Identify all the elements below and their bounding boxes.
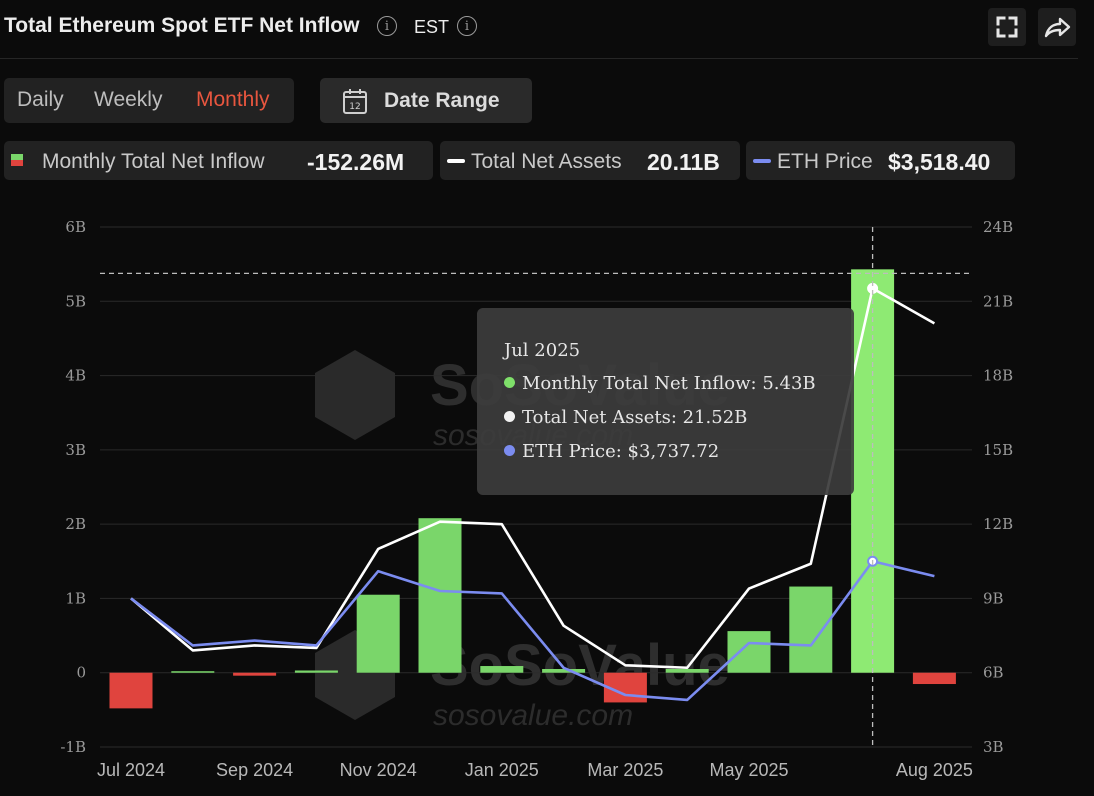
- y-left-tick-label: 5B: [65, 292, 86, 310]
- svg-text:12: 12: [349, 102, 360, 112]
- date-range-label: Date Range: [384, 89, 500, 112]
- tooltip-row-label: Total Net Assets: 21.52B: [522, 407, 748, 428]
- tab-weekly[interactable]: Weekly: [94, 88, 163, 111]
- y-left-tick-label: 2B: [65, 515, 86, 533]
- hover-crosshair: [100, 227, 972, 747]
- y-right-tick-label: 21B: [983, 292, 1013, 310]
- bar: [480, 666, 524, 673]
- header-divider: [0, 58, 1078, 59]
- x-axis: Jul 2024 Sep 2024 Nov 2024 Jan 2025 Mar 2025…: [97, 760, 973, 780]
- legend-total-net-assets[interactable]: Total Net Assets 20.11B: [440, 141, 740, 180]
- legend-total-net-assets-name: Total Net Assets: [471, 150, 622, 173]
- bar: [109, 672, 153, 709]
- y-left-tick-label: 1B: [65, 589, 86, 607]
- x-tick-label: Aug 2025: [896, 760, 973, 780]
- y-right-tick-label: 15B: [983, 441, 1013, 459]
- series-line: [130, 559, 935, 702]
- legend-total-net-assets-value: 20.11B: [647, 149, 720, 175]
- y-right-tick-label: 3B: [983, 738, 1004, 756]
- y-left-tick-label: -1B: [60, 738, 86, 756]
- y-left-tick-label: 3B: [65, 441, 86, 459]
- watermark-url: sosovalue.com: [433, 699, 633, 732]
- chart-title: Total Ethereum Spot ETF Net Inflow: [4, 14, 360, 37]
- x-tick-label: Sep 2024: [216, 760, 293, 780]
- y-left-tick-label: 4B: [65, 367, 86, 385]
- bar: [233, 672, 277, 676]
- line-legend-icon: [753, 159, 771, 163]
- legend-net-inflow[interactable]: Monthly Total Net Inflow -152.26M: [4, 141, 433, 180]
- chart-header: Total Ethereum Spot ETF Net Inflow i EST…: [0, 0, 1094, 58]
- bar: [294, 670, 338, 673]
- legend-eth-price-value: $3,518.40: [888, 149, 991, 175]
- bar: [171, 671, 215, 673]
- tooltip-row-label: ETH Price: $3,737.72: [522, 441, 720, 462]
- y-left-tick-label: 0: [76, 664, 86, 682]
- tooltip-dot: [504, 411, 515, 422]
- y-right-tick-label: 24B: [983, 218, 1013, 236]
- tab-daily[interactable]: Daily: [17, 88, 64, 111]
- timezone-info-icon[interactable]: i: [457, 16, 477, 36]
- line-series: [130, 282, 936, 702]
- x-tick-label: May 2025: [709, 760, 788, 780]
- timezone-label: EST: [414, 17, 450, 37]
- y-right-tick-label: 6B: [983, 664, 1004, 682]
- bar: [665, 669, 709, 673]
- x-tick-label: Mar 2025: [587, 760, 663, 780]
- x-tick-label: Nov 2024: [340, 760, 417, 780]
- tooltip-title: Jul 2025: [504, 340, 581, 361]
- bar: [727, 631, 771, 673]
- legend-net-inflow-name: Monthly Total Net Inflow: [42, 150, 265, 173]
- tooltip-dot: [504, 377, 515, 388]
- x-tick-label: Jul 2024: [97, 760, 165, 780]
- share-icon: [1044, 17, 1071, 38]
- y-left-tick-label: 6B: [65, 218, 86, 236]
- y-axis-right: 3B 6B 9B 12B 15B 18B 21B 24B: [983, 218, 1013, 756]
- share-button[interactable]: [1038, 8, 1076, 46]
- interval-tabs: Daily Weekly Monthly: [4, 78, 294, 123]
- tooltip-row-net-assets: Total Net Assets: 21.52B: [504, 407, 747, 428]
- tab-monthly[interactable]: Monthly: [196, 88, 270, 111]
- bar-legend-icon: [11, 154, 23, 166]
- bar: [356, 594, 400, 673]
- bar: [418, 518, 462, 673]
- y-right-tick-label: 9B: [983, 589, 1004, 607]
- info-icon[interactable]: i: [377, 16, 397, 36]
- legend-net-inflow-value: -152.26M: [307, 149, 405, 175]
- legend-eth-price[interactable]: ETH Price $3,518.40: [746, 141, 1015, 180]
- x-tick-label: Jan 2025: [465, 760, 539, 780]
- line-legend-icon: [447, 159, 465, 163]
- watermark-brand: SoSoValue: [430, 633, 730, 698]
- series-line: [130, 287, 936, 670]
- tooltip-row-net-inflow: Monthly Total Net Inflow: 5.43B: [504, 373, 816, 394]
- fullscreen-button[interactable]: [988, 8, 1026, 46]
- tooltip-dot: [504, 445, 515, 456]
- y-axis-left: -1B 0 1B 2B 3B 4B 5B 6B: [60, 218, 86, 756]
- calendar-icon: 12: [343, 89, 367, 114]
- bar: [912, 672, 956, 685]
- y-right-tick-label: 18B: [983, 367, 1013, 385]
- date-range-button[interactable]: 12 Date Range: [320, 78, 532, 123]
- watermark-hexagon: [315, 350, 395, 440]
- chart-tooltip: Jul 2025 Monthly Total Net Inflow: 5.43B…: [477, 308, 854, 495]
- bar: [789, 586, 833, 673]
- tooltip-row-eth-price: ETH Price: $3,737.72: [504, 441, 719, 462]
- legend-eth-price-name: ETH Price: [777, 150, 873, 173]
- tooltip-row-label: Monthly Total Net Inflow: 5.43B: [522, 373, 816, 394]
- bar: [542, 669, 586, 673]
- fullscreen-icon: [996, 16, 1018, 38]
- y-right-tick-label: 12B: [983, 515, 1013, 533]
